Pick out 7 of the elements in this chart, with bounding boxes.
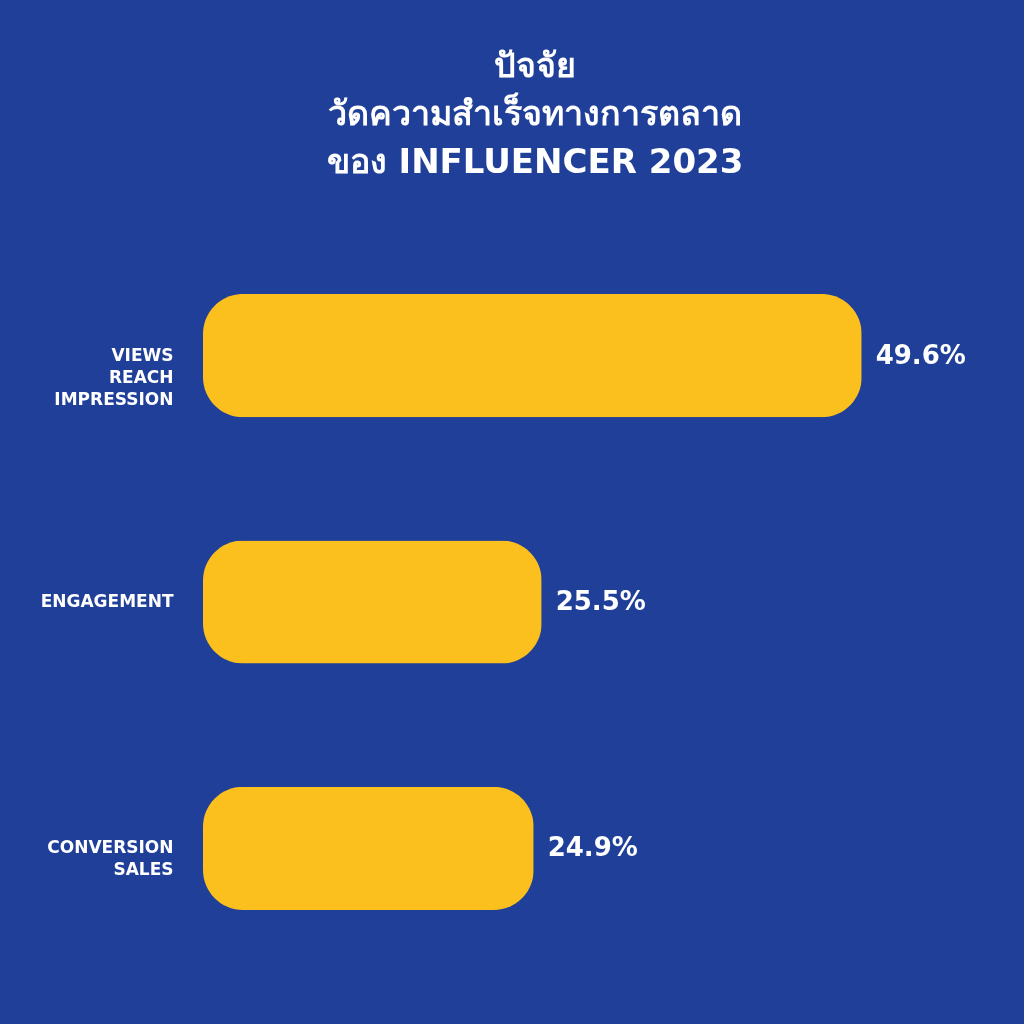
chart-title: ปัจจัย วัดความสำเร็จทางการตลาด ของ INFLUENCER 2023 xyxy=(326,45,744,181)
data-label: 25.5% xyxy=(555,586,646,616)
y-tick-label: VIEWS REACH IMPRESSION xyxy=(54,344,174,409)
y-tick-label: ENGAGEMENT xyxy=(40,591,174,611)
y-tick-label: CONVERSION SALES xyxy=(47,837,174,880)
data-label: 49.6% xyxy=(875,339,966,370)
data-label: 24.9% xyxy=(547,832,638,863)
